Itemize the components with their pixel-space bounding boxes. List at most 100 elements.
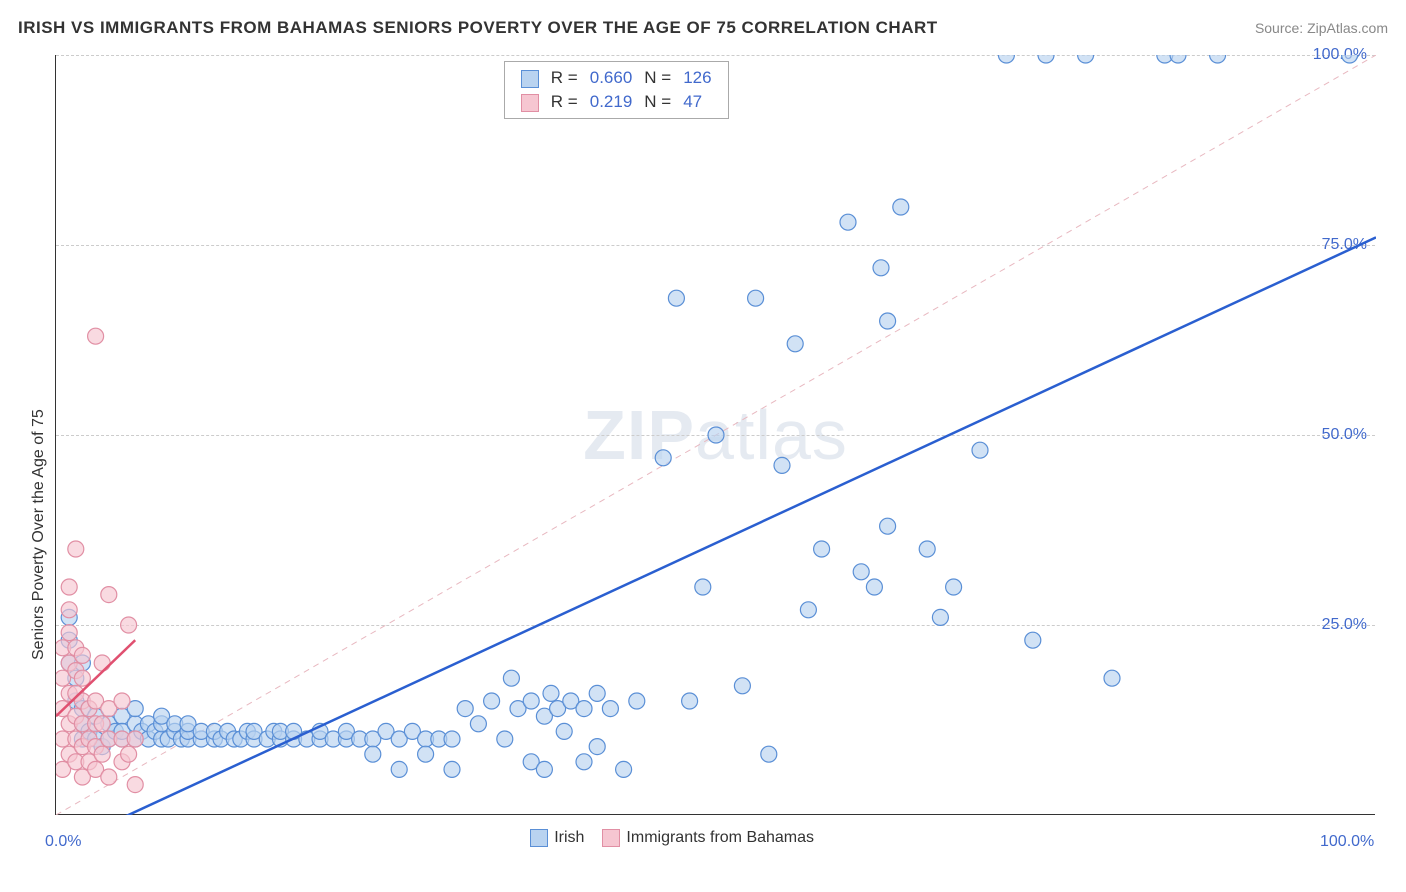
data-point	[457, 701, 473, 717]
data-point	[484, 693, 500, 709]
data-point	[972, 442, 988, 458]
data-point	[114, 731, 130, 747]
data-point	[404, 723, 420, 739]
data-point	[523, 754, 539, 770]
legend-label: Irish	[554, 829, 584, 846]
data-point	[88, 716, 104, 732]
data-point	[88, 761, 104, 777]
data-point	[68, 663, 84, 679]
data-point	[74, 647, 90, 663]
data-point	[140, 716, 156, 732]
r-label: R =	[545, 66, 584, 90]
y-tick-label: 75.0%	[1322, 236, 1367, 254]
data-point	[61, 655, 77, 671]
source-label: Source: ZipAtlas.com	[1255, 20, 1388, 36]
gridline	[56, 245, 1375, 246]
data-point	[206, 723, 222, 739]
data-point	[550, 701, 566, 717]
data-point	[734, 678, 750, 694]
data-point	[114, 708, 130, 724]
data-point	[114, 754, 130, 770]
data-point	[74, 670, 90, 686]
data-point	[114, 693, 130, 709]
data-point	[444, 731, 460, 747]
data-point	[81, 731, 97, 747]
data-point	[56, 670, 71, 686]
data-point	[101, 701, 117, 717]
data-point	[259, 731, 275, 747]
data-point	[127, 701, 143, 717]
n-value: 126	[677, 66, 717, 90]
data-point	[880, 313, 896, 329]
data-point	[946, 579, 962, 595]
r-value: 0.219	[584, 90, 639, 114]
data-point	[61, 632, 77, 648]
data-point	[147, 723, 163, 739]
data-point	[101, 587, 117, 603]
legend-swatch	[602, 829, 620, 847]
plot-area: ZIPatlas 25.0%50.0%75.0%100.0%	[55, 55, 1375, 815]
data-point	[418, 731, 434, 747]
data-point	[127, 716, 143, 732]
data-point	[61, 625, 77, 641]
data-point	[101, 731, 117, 747]
legend-swatch	[530, 829, 548, 847]
data-point	[1210, 55, 1226, 63]
legend-swatch	[521, 70, 539, 88]
data-point	[61, 579, 77, 595]
data-point	[431, 731, 447, 747]
data-point	[1078, 55, 1094, 63]
correlation-legend: R =0.660N =126R =0.219N =47	[504, 61, 729, 119]
data-point	[391, 731, 407, 747]
data-point	[919, 541, 935, 557]
data-point	[68, 670, 84, 686]
data-point	[840, 214, 856, 230]
data-point	[68, 731, 84, 747]
data-point	[602, 701, 618, 717]
data-point	[787, 336, 803, 352]
data-point	[523, 693, 539, 709]
y-tick-label: 25.0%	[1322, 616, 1367, 634]
n-value: 47	[677, 90, 717, 114]
data-point	[167, 723, 183, 739]
data-point	[563, 693, 579, 709]
legend-label: Immigrants from Bahamas	[626, 829, 814, 846]
data-point	[866, 579, 882, 595]
data-point	[61, 609, 77, 625]
data-point	[94, 739, 110, 755]
trend-line	[96, 237, 1376, 815]
data-point	[853, 564, 869, 580]
n-label: N =	[638, 90, 677, 114]
legend-swatch	[521, 94, 539, 112]
legend-row: R =0.219N =47	[515, 90, 718, 114]
data-point	[81, 723, 97, 739]
data-point	[160, 731, 176, 747]
data-point	[94, 716, 110, 732]
data-point	[127, 731, 143, 747]
gridline	[56, 625, 1375, 626]
data-point	[503, 670, 519, 686]
data-point	[246, 731, 262, 747]
data-point	[880, 518, 896, 534]
data-point	[510, 701, 526, 717]
data-point	[61, 655, 77, 671]
data-point	[121, 746, 137, 762]
trend-line	[56, 640, 135, 716]
data-point	[154, 731, 170, 747]
data-point	[873, 260, 889, 276]
data-point	[774, 457, 790, 473]
n-label: N =	[638, 66, 677, 90]
data-point	[1038, 55, 1054, 63]
data-point	[272, 731, 288, 747]
data-point	[101, 769, 117, 785]
data-point	[470, 716, 486, 732]
data-point	[114, 723, 130, 739]
data-point	[299, 731, 315, 747]
data-point	[56, 701, 71, 717]
gridline	[56, 435, 1375, 436]
data-point	[286, 731, 302, 747]
data-point	[1025, 632, 1041, 648]
data-point	[107, 723, 123, 739]
data-point	[68, 754, 84, 770]
data-point	[68, 541, 84, 557]
